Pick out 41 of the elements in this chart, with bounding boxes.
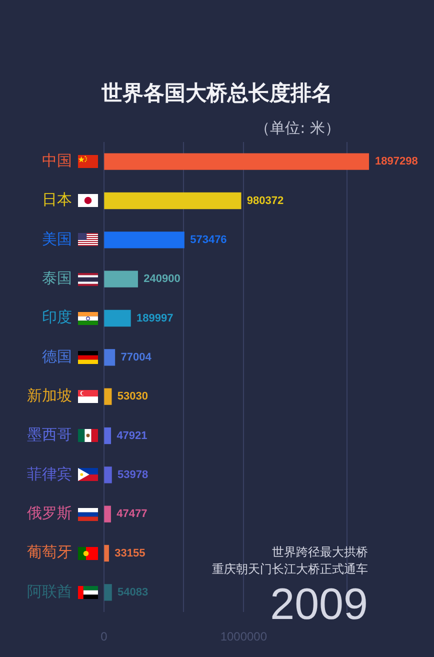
bar [104, 349, 116, 366]
y-tick-label: 菲律宾 [27, 464, 72, 483]
bar [104, 427, 112, 444]
bar [104, 232, 184, 248]
data-label: 47477 [116, 508, 148, 520]
y-tick-label: 葡萄牙 [27, 543, 72, 562]
bar [104, 153, 369, 170]
bar [104, 310, 131, 327]
bar [104, 388, 112, 405]
y-tick-label: 阿联酋 [27, 582, 72, 600]
bar [104, 544, 109, 562]
data-label: 1897298 [375, 156, 418, 168]
bar [104, 270, 138, 288]
annotation: 重庆朝天门长江大桥正式通车 [212, 561, 368, 578]
y-tick-label: 泰国 [42, 268, 72, 287]
data-label: 189997 [136, 312, 174, 324]
data-label: 77004 [120, 351, 152, 364]
bar [104, 584, 112, 601]
bar [104, 506, 111, 522]
data-label: 980372 [246, 194, 284, 207]
data-label: 53030 [117, 390, 148, 403]
bar [104, 466, 112, 484]
data-label: 573476 [190, 234, 227, 246]
y-tick-label: 新加坡 [27, 386, 72, 404]
data-label: 33155 [114, 547, 146, 560]
chart-subtitle: （单位: 米） [254, 118, 340, 139]
bar [104, 192, 242, 210]
y-tick-label: 美国 [42, 230, 72, 248]
y-tick-label: 中国 [42, 151, 72, 170]
y-tick-label: 德国 [42, 347, 72, 366]
annotation: 世界跨径最大拱桥 [271, 544, 368, 561]
y-tick-label: 墨西哥 [27, 426, 72, 444]
y-tick-label: 印度 [42, 308, 72, 326]
data-label: 47921 [116, 430, 148, 442]
data-label: 53978 [118, 468, 148, 481]
y-tick-label: 日本 [42, 190, 72, 209]
chart-title: 世界各国大桥总长度排名 [100, 80, 334, 107]
y-tick-label: 俄罗斯 [27, 504, 72, 522]
data-label: 240900 [144, 273, 180, 286]
data-label: 54083 [118, 586, 148, 598]
annotation: 2009 [269, 580, 368, 630]
